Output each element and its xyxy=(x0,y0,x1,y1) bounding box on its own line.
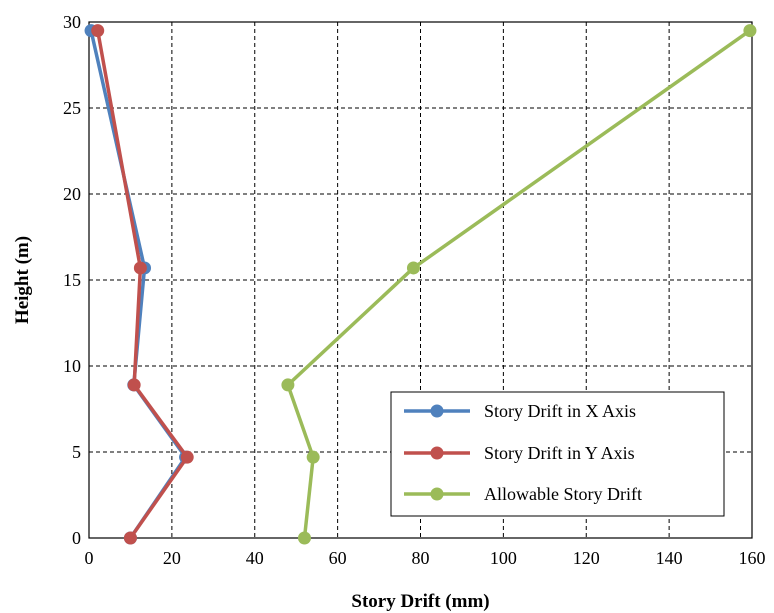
plot-frame xyxy=(88,21,753,539)
legend-swatch-marker xyxy=(430,404,444,418)
y-tick-label: 30 xyxy=(63,12,81,32)
x-tick-label: 160 xyxy=(739,548,766,568)
y-tick-label: 15 xyxy=(63,270,81,290)
x-tick-label: 120 xyxy=(573,548,600,568)
series-3 xyxy=(281,24,757,545)
y-tick-label: 5 xyxy=(72,442,81,462)
data-point xyxy=(281,378,295,392)
legend-swatch-marker xyxy=(430,446,444,460)
data-point xyxy=(127,378,141,392)
x-tick-label: 20 xyxy=(163,548,181,568)
x-tick-label: 140 xyxy=(656,548,683,568)
legend-label: Allowable Story Drift xyxy=(484,484,642,504)
x-tick-label: 100 xyxy=(490,548,517,568)
x-tick-labels: 0 20 40 60 80 100 120 140 160 xyxy=(85,548,766,568)
data-point xyxy=(180,450,194,464)
series-2 xyxy=(91,24,194,545)
data-point xyxy=(406,261,420,275)
data-point xyxy=(743,24,757,38)
x-tick-label: 40 xyxy=(246,548,264,568)
x-tick-label: 60 xyxy=(329,548,347,568)
x-tick-label: 80 xyxy=(412,548,430,568)
legend-swatch-marker xyxy=(430,487,444,501)
data-point xyxy=(91,24,105,38)
data-point xyxy=(123,531,137,545)
y-tick-label: 10 xyxy=(63,356,81,376)
y-tick-labels: 0 5 10 15 20 25 30 xyxy=(63,12,81,548)
x-tick-label: 0 xyxy=(85,548,94,568)
legend: Story Drift in X Axis Story Drift in Y Ax… xyxy=(390,391,725,517)
y-tick-label: 25 xyxy=(63,98,81,118)
data-point xyxy=(306,450,320,464)
data-point xyxy=(297,531,311,545)
y-tick-label: 20 xyxy=(63,184,81,204)
y-axis-title: Height (m) xyxy=(12,236,33,324)
data-point xyxy=(133,261,147,275)
legend-label: Story Drift in Y Axis xyxy=(484,443,635,463)
y-tick-label: 0 xyxy=(72,528,81,548)
series-group xyxy=(84,24,757,545)
legend-label: Story Drift in X Axis xyxy=(484,401,636,421)
x-axis-title: Story Drift (mm) xyxy=(351,591,489,612)
